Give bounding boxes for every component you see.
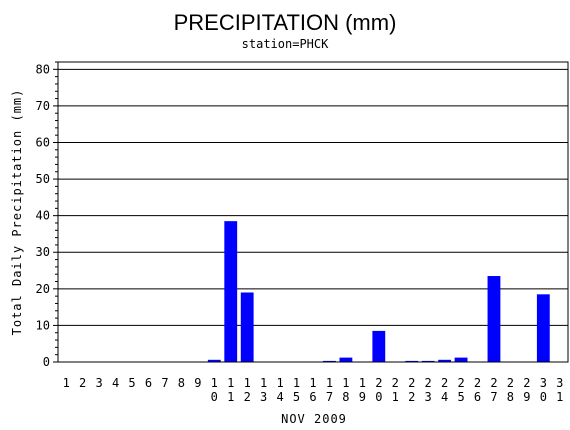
bar-day-18 <box>339 357 353 362</box>
x-axis-label: NOV 2009 <box>281 412 347 426</box>
y-tick-label: 10 <box>36 318 50 332</box>
bar-day-11 <box>224 221 238 362</box>
x-tick-label: 6 <box>145 376 152 390</box>
chart-subtitle: station=PHCK <box>242 37 329 51</box>
x-tick-label: 7 <box>161 376 168 390</box>
y-tick-label: 40 <box>36 209 50 223</box>
bar-day-17 <box>323 360 336 362</box>
bar-day-12 <box>240 292 254 362</box>
x-tick-label: 5 <box>128 376 135 390</box>
bar-day-23 <box>421 360 435 362</box>
y-tick-label: 60 <box>36 135 50 149</box>
x-axis-ticks: 1 2 3 4 5 6 7 8 9 1 01 11 21 31 41 51 61 71 81 92 02 12 22 32 42… <box>63 376 564 404</box>
bar-day-10 <box>207 359 221 362</box>
y-tick-label: 80 <box>36 62 50 76</box>
bar-day-27 <box>487 276 501 362</box>
x-tick-label: 4 <box>112 376 119 390</box>
bar-day-24 <box>438 359 452 362</box>
bar-day-25 <box>454 357 468 362</box>
y-axis-ticks: 0 10 20 30 40 50 60 70 80 <box>36 61 58 369</box>
bar-day-22 <box>405 360 419 362</box>
x-tick-label: 9 <box>194 376 201 390</box>
x-tick-label: 2 <box>79 376 86 390</box>
plot-frame <box>57 61 569 363</box>
bar-day-30 <box>536 294 550 362</box>
x-tick-label: 8 <box>178 376 185 390</box>
bar-day-20 <box>372 330 386 362</box>
bar-layer <box>207 221 550 362</box>
chart-title: PRECIPITATION (mm) <box>174 10 397 35</box>
y-tick-label: 70 <box>36 99 50 113</box>
x-tick-label: 3 <box>96 376 103 390</box>
y-tick-label: 20 <box>36 282 50 296</box>
y-tick-label: 30 <box>36 245 50 259</box>
grid-layer <box>58 68 568 326</box>
y-tick-label: 0 <box>43 355 50 369</box>
y-axis-label: Total Daily Precipitation (mm) <box>10 89 24 336</box>
x-tick-label: 1 <box>63 376 70 390</box>
y-tick-label: 50 <box>36 172 50 186</box>
